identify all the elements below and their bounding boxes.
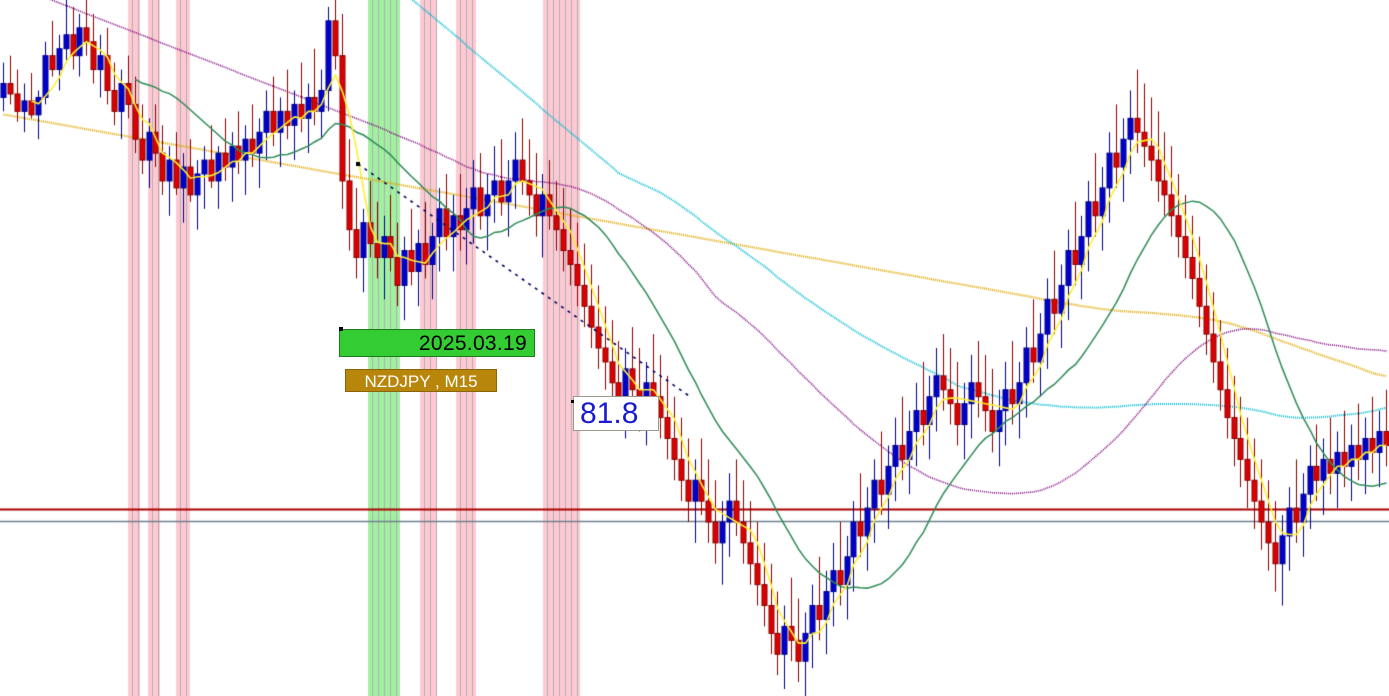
price-level-label[interactable]: 81.8 <box>573 396 659 431</box>
date-label[interactable]: 2025.03.19 <box>339 329 535 357</box>
date-label-anchor-handle[interactable] <box>339 327 343 331</box>
price-label-anchor-handle[interactable] <box>571 400 574 403</box>
symbol-timeframe-label[interactable]: NZDJPY , M15 <box>345 369 497 392</box>
